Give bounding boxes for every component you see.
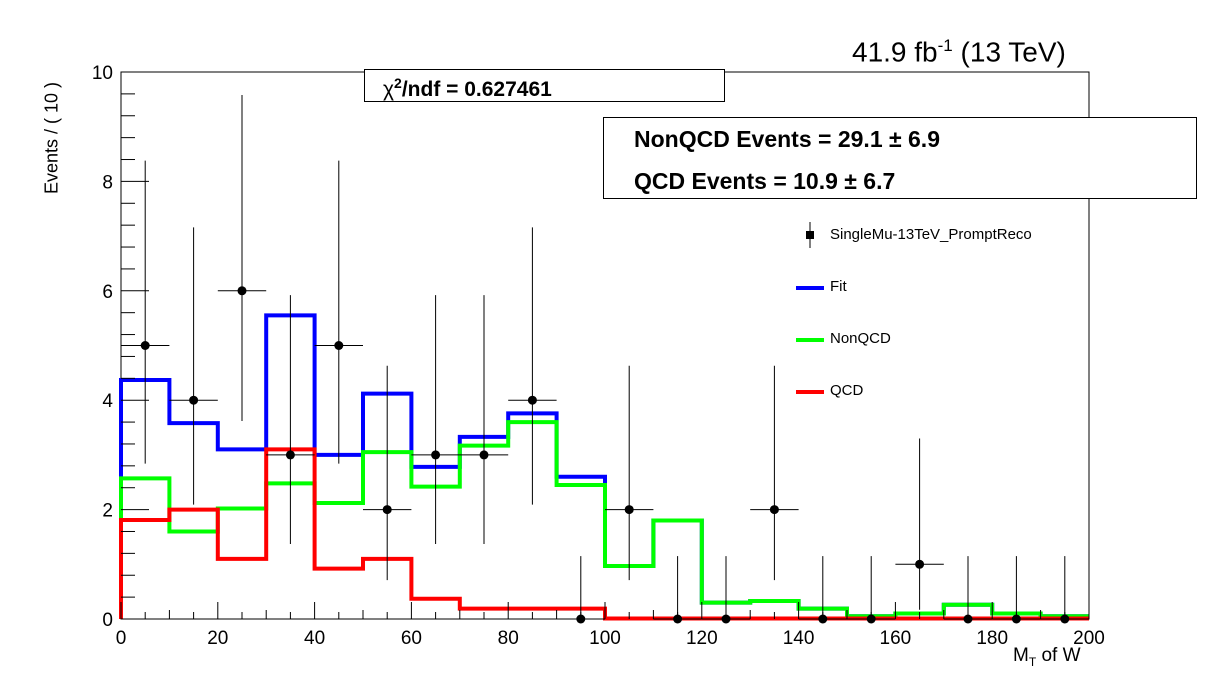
y-tick-label: 2 xyxy=(102,501,113,522)
nonqcd-line-icon xyxy=(796,338,824,342)
data-marker-icon xyxy=(806,222,814,248)
x-axis-title: MT of W xyxy=(1013,645,1081,669)
data-marker xyxy=(915,559,925,569)
fit-line-icon xyxy=(796,286,824,290)
fit-quality-box: χ2/ndf = 0.627461 xyxy=(364,69,725,102)
event-yield-box: NonQCD Events = 29.1 ± 6.9 QCD Events = … xyxy=(603,117,1197,199)
data-point xyxy=(314,160,363,464)
legend-label-nonqcd: NonQCD xyxy=(830,330,891,347)
x-tick-label: 200 xyxy=(1073,628,1105,649)
qcd-yield: QCD Events = 10.9 ± 6.7 xyxy=(634,168,896,194)
x-tick-label: 100 xyxy=(589,628,621,649)
chi2-ndf-label: χ2/ndf = 0.627461 xyxy=(383,75,552,101)
legend-entry-data: SingleMu-13TeV_PromptReco xyxy=(790,220,1080,250)
y-tick-label: 10 xyxy=(92,63,113,84)
x-tick-label: 40 xyxy=(304,628,325,649)
x-tick-label: 180 xyxy=(976,628,1008,649)
legend: SingleMu-13TeV_PromptReco Fit NonQCD QCD xyxy=(790,214,1090,414)
data-point xyxy=(411,295,460,545)
x-tick-label: 20 xyxy=(207,628,228,649)
data-marker xyxy=(382,505,392,515)
hist-series-qcd xyxy=(119,447,1089,621)
y-tick-label: 0 xyxy=(102,610,113,631)
data-marker xyxy=(237,286,247,296)
data-marker xyxy=(479,450,489,460)
data-marker xyxy=(140,341,150,350)
data-marker xyxy=(769,505,779,515)
data-point xyxy=(121,160,170,464)
x-tick-label: 120 xyxy=(686,628,718,649)
data-marker xyxy=(334,341,344,350)
data-marker xyxy=(431,450,441,460)
legend-label-qcd: QCD xyxy=(830,382,864,399)
x-tick-label: 80 xyxy=(498,628,519,649)
nonqcd-yield: NonQCD Events = 29.1 ± 6.9 xyxy=(634,126,940,152)
data-marker xyxy=(189,395,199,405)
data-point xyxy=(459,295,509,545)
legend-entry-qcd: QCD xyxy=(790,376,1080,406)
legend-entry-nonqcd: NonQCD xyxy=(790,324,1080,354)
y-axis-title: Events / ( 10 ) xyxy=(41,81,62,195)
data-point xyxy=(217,94,267,421)
data-point xyxy=(363,365,412,581)
legend-label-fit: Fit xyxy=(830,278,847,295)
x-tick-label: 0 xyxy=(116,628,127,649)
data-marker xyxy=(624,505,634,515)
data-point xyxy=(605,365,654,581)
data-point xyxy=(750,365,799,581)
x-tick-label: 140 xyxy=(783,628,815,649)
luminosity-label: 41.9 fb-1 (13 TeV) xyxy=(852,36,1066,68)
data-point xyxy=(266,295,315,545)
legend-entry-fit: Fit xyxy=(790,272,1080,302)
x-tick-label: 160 xyxy=(880,628,912,649)
data-point xyxy=(169,227,218,505)
qcd-line-icon xyxy=(796,390,824,394)
data-marker xyxy=(285,450,295,460)
legend-label-data: SingleMu-13TeV_PromptReco xyxy=(830,226,1032,243)
data-point xyxy=(508,227,557,505)
y-tick-label: 6 xyxy=(102,282,113,303)
y-tick-label: 8 xyxy=(102,172,113,193)
data-point xyxy=(895,438,944,610)
y-tick-label: 4 xyxy=(102,391,113,412)
data-marker xyxy=(527,395,537,405)
x-tick-label: 60 xyxy=(401,628,422,649)
